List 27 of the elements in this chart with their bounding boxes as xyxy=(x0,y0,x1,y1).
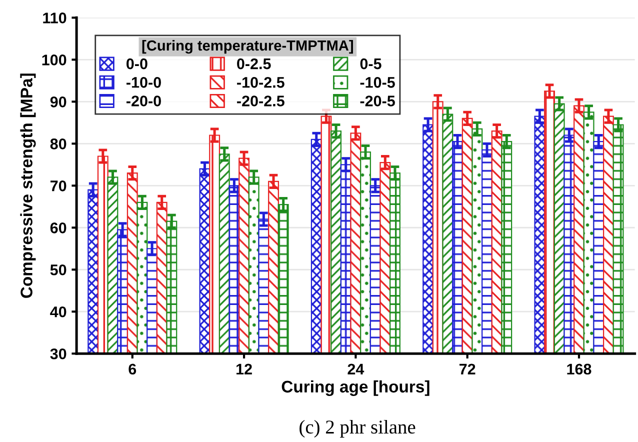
legend-title: [Curing temperature-TMPTMA] xyxy=(142,40,353,54)
y-tick-label: 40 xyxy=(50,306,66,318)
text: (c) 2 phr silane xyxy=(300,420,416,438)
x-tick-label: 72 xyxy=(459,364,476,374)
legend-label: 0-2.5 xyxy=(237,58,271,70)
legend-label: -10-2.5 xyxy=(237,77,284,88)
legend-label: -20-5 xyxy=(360,96,395,106)
y-tick-label: 80 xyxy=(50,138,66,150)
y-tick-label: 110 xyxy=(43,12,66,24)
y-tick-label: 30 xyxy=(50,348,66,360)
y-tick-label: 90 xyxy=(50,96,66,108)
x-axis-title: Curing age [hours] xyxy=(282,380,430,396)
legend-label: -20-2.5 xyxy=(237,96,284,106)
x-tick-label: 12 xyxy=(236,364,252,374)
x-tick-label: 168 xyxy=(567,364,592,375)
y-tick-label: 50 xyxy=(50,264,66,276)
x-tick-label: 6 xyxy=(128,364,136,375)
legend-label: 0-5 xyxy=(360,58,382,70)
legend-label: -20-0 xyxy=(126,96,161,106)
y-tick-label: 100 xyxy=(42,54,66,66)
legend-label: 0-0 xyxy=(126,58,148,70)
y-tick-label: 60 xyxy=(50,222,66,234)
x-tick-label: 24 xyxy=(348,364,364,374)
legend-label: -10-0 xyxy=(126,77,161,88)
y-axis-title: Compressive strength [MPa] xyxy=(20,74,36,298)
legend-label: -10-5 xyxy=(360,77,395,88)
y-tick-label: 70 xyxy=(50,180,66,192)
